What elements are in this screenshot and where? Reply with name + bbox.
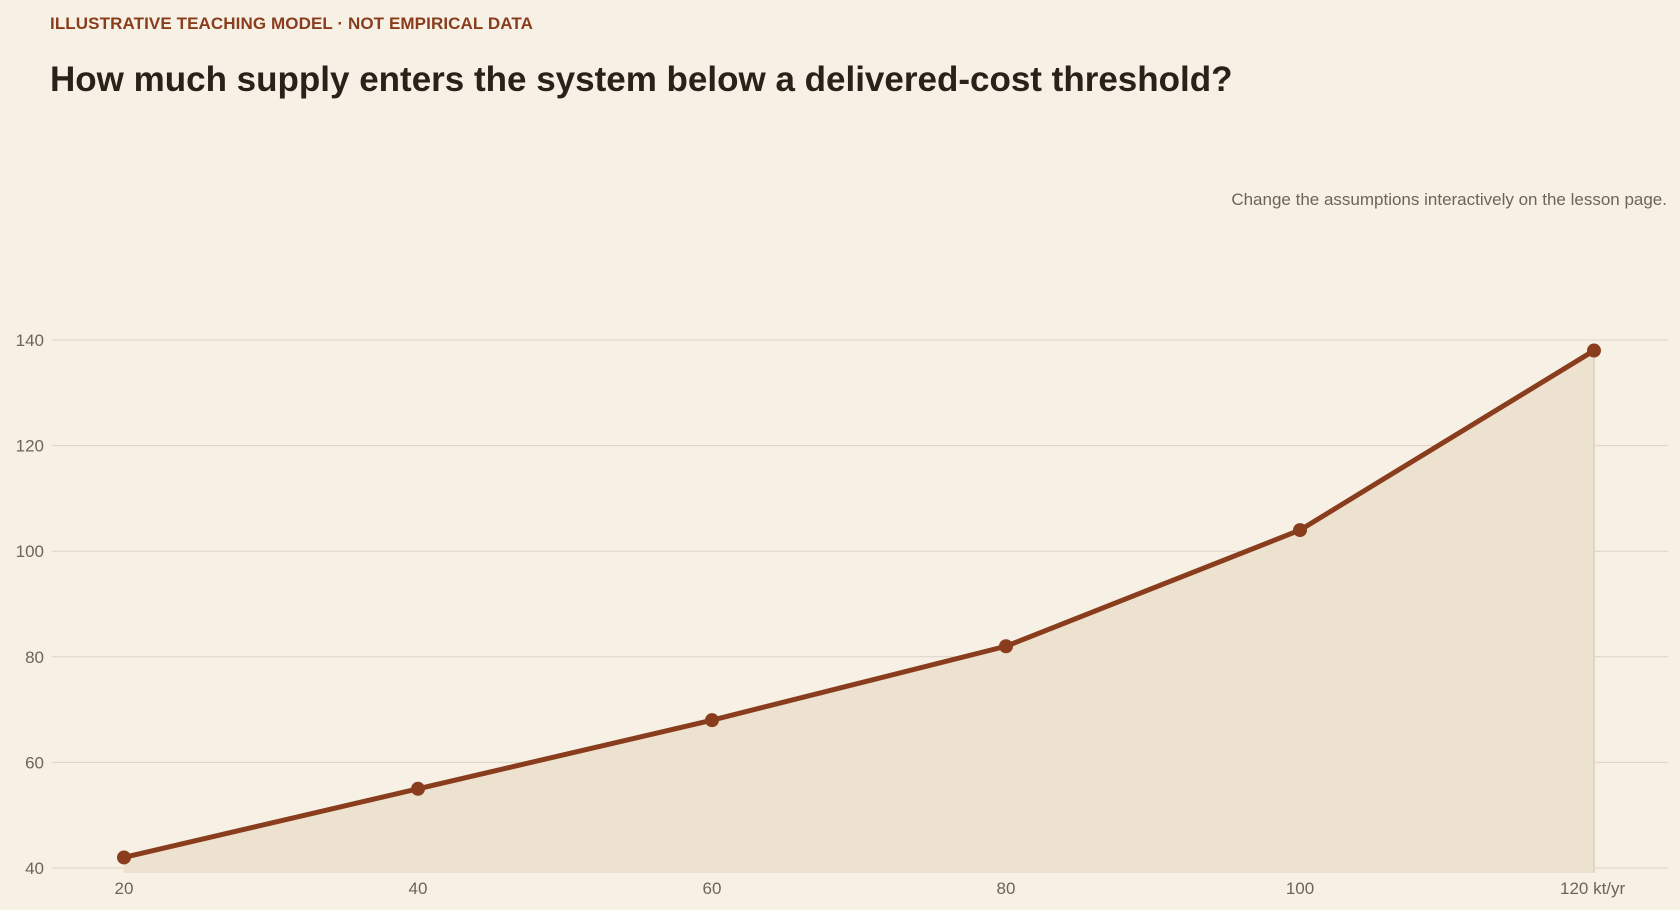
x-tick-label: 120 kt/yr (1560, 879, 1626, 898)
chart-title: How much supply enters the system below … (50, 60, 1233, 99)
area-fill (124, 350, 1594, 873)
y-tick-label: 60 (25, 753, 44, 772)
data-point-60 (705, 713, 719, 728)
x-tick-label: 100 (1286, 879, 1314, 898)
data-point-80 (999, 639, 1013, 654)
x-tick-label: 40 (409, 879, 428, 898)
y-axis-tick-labels: 40 60 80 100 120 140 (16, 331, 44, 878)
interactive-note: Change the assumptions interactively on … (1231, 190, 1667, 209)
x-axis-tick-labels: 20 40 60 80 100 120 kt/yr (115, 879, 1626, 898)
y-tick-label: 40 (25, 859, 44, 878)
series-layer (117, 343, 1601, 873)
x-tick-label: 20 (115, 879, 134, 898)
data-point-20 (117, 850, 131, 865)
y-tick-label: 100 (16, 542, 44, 561)
data-point-40 (411, 781, 425, 796)
y-tick-label: 140 (16, 331, 44, 350)
series-line (121, 348, 1597, 860)
y-tick-label: 80 (25, 648, 44, 667)
y-tick-label: 120 (16, 437, 44, 456)
chart-kicker: ILLUSTRATIVE TEACHING MODEL · NOT EMPIRI… (50, 14, 533, 33)
x-tick-label: 80 (997, 879, 1016, 898)
data-point-100 (1293, 523, 1307, 538)
x-tick-label: 60 (703, 879, 722, 898)
data-point-120 (1587, 343, 1601, 358)
